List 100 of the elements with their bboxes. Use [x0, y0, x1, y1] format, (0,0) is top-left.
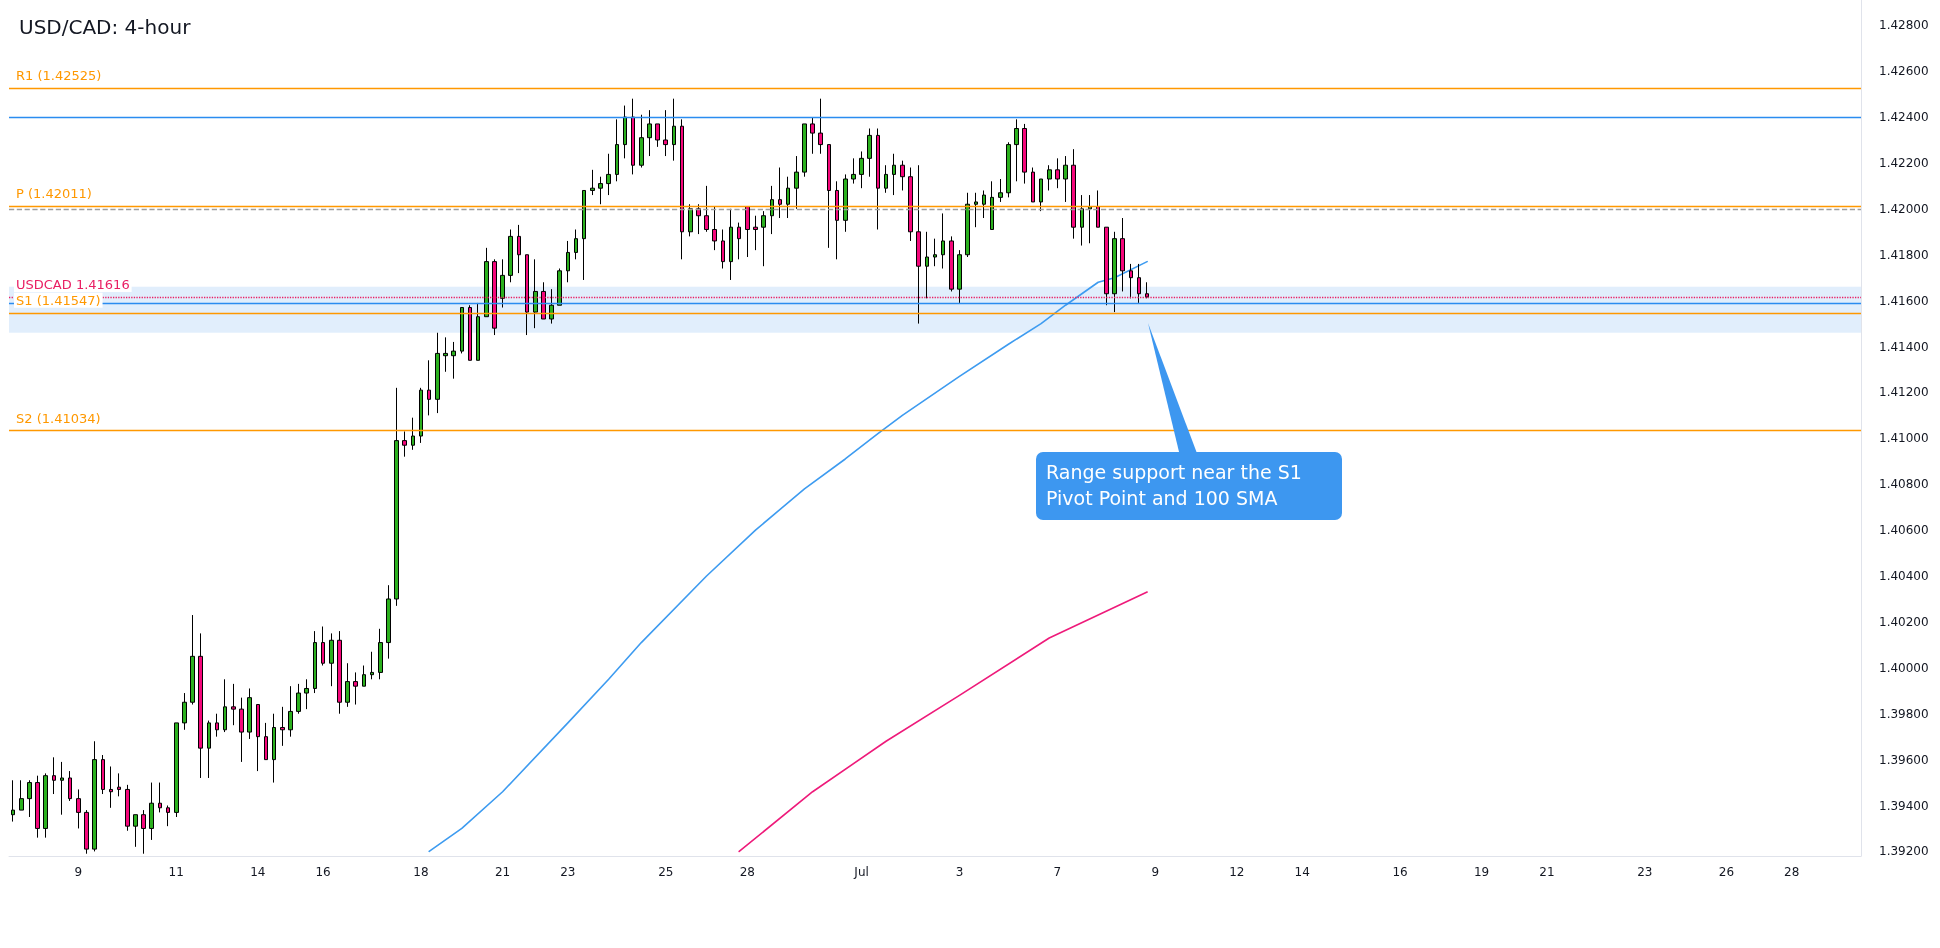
candlestick [1047, 164, 1052, 191]
candlestick [916, 164, 921, 325]
candlestick [753, 215, 758, 251]
candlestick [884, 164, 888, 194]
candlestick [998, 178, 1003, 203]
candlestick [606, 153, 611, 196]
candlestick [557, 268, 562, 306]
candlestick [582, 189, 586, 281]
candlestick [198, 632, 203, 779]
candlestick [957, 249, 962, 304]
candlestick [166, 805, 170, 827]
candlestick [598, 176, 603, 205]
candlestick [737, 222, 741, 260]
candlestick [337, 630, 342, 715]
candlestick [1145, 281, 1149, 299]
y-tick-label: 1.42800 [1879, 18, 1929, 33]
candlestick [1071, 148, 1076, 240]
candlestick [533, 258, 538, 329]
candlestick [280, 706, 285, 747]
candlestick [256, 704, 260, 772]
candlestick [92, 740, 97, 852]
candlestick [541, 281, 546, 320]
candlestick [517, 224, 521, 274]
y-tick-label: 1.40200 [1879, 614, 1929, 629]
candlestick [174, 722, 179, 818]
candlestick [1039, 178, 1043, 212]
candlestick [35, 775, 40, 839]
candlestick [663, 109, 668, 157]
y-tick-label: 1.40000 [1879, 660, 1929, 675]
line-series [738, 591, 1148, 853]
candlestick [321, 626, 325, 667]
candlestick [304, 678, 309, 710]
x-tick-label: 11 [168, 865, 184, 879]
y-tick-label: 1.41000 [1879, 431, 1929, 446]
candlestick [1112, 231, 1117, 313]
y-tick-label: 1.42400 [1879, 110, 1929, 125]
x-tick-label: 16 [1392, 865, 1408, 879]
text: USD/CAD: 4-hour [19, 15, 192, 39]
candlestick [794, 155, 799, 210]
candlestick [345, 662, 350, 708]
candlestick [1014, 118, 1019, 182]
x-tick-label: 21 [1539, 865, 1555, 879]
candlestick [941, 212, 945, 269]
candlestick [207, 720, 211, 779]
x-tick-label: 12 [1229, 865, 1245, 879]
candlestick [158, 782, 162, 813]
x-tick-label: 19 [1473, 865, 1490, 879]
candlestick [247, 687, 252, 740]
candlestick [313, 630, 317, 694]
y-tick-label: 1.39800 [1879, 706, 1929, 721]
candlestick [574, 228, 578, 260]
candlestick [223, 678, 227, 733]
ref-line-label: USDCAD 1.41616 [16, 276, 130, 292]
candlestick [851, 157, 856, 185]
y-tick-label: 1.42200 [1879, 155, 1929, 170]
candlestick [712, 206, 717, 251]
candlestick [1063, 155, 1068, 203]
candlestick [468, 304, 472, 361]
y-tick-label: 1.41600 [1879, 293, 1929, 308]
candlestick [215, 713, 219, 738]
ref-line-label: R1 (1.42525) [16, 68, 102, 84]
candlestick [688, 203, 693, 237]
y-tick-label: 1.42600 [1879, 64, 1929, 79]
x-tick-label: 7 [1053, 865, 1062, 879]
x-tick-label: 3 [955, 865, 964, 879]
candlestick [329, 632, 334, 687]
x-tick-label: 26 [1718, 865, 1735, 879]
candlestick [827, 144, 831, 249]
candlestick [443, 336, 448, 373]
y-tick-label: 1.42000 [1879, 201, 1929, 216]
candlestick [492, 258, 497, 336]
candlestick [239, 697, 244, 763]
candlestick [745, 206, 750, 258]
candlestick [141, 809, 146, 855]
candlestick [1022, 123, 1027, 185]
x-tick-label: 23 [1637, 865, 1653, 879]
x-tick-label: 14 [250, 865, 266, 879]
candlestick [721, 228, 725, 269]
candlestick [133, 814, 138, 848]
candlestick [925, 231, 929, 299]
candlestick [778, 167, 782, 219]
candlestick [818, 98, 823, 155]
y-tick-label: 1.39200 [1879, 844, 1929, 859]
candlestick [182, 692, 187, 731]
candlestick [933, 238, 937, 267]
candlestick [908, 167, 913, 242]
candlestick [990, 180, 994, 230]
candlestick [109, 766, 113, 809]
candlestick [500, 258, 505, 309]
y-tick-label: 1.39600 [1879, 752, 1929, 767]
candlestick [1120, 217, 1125, 292]
candlestick [770, 185, 774, 235]
candlestick [117, 772, 121, 797]
candlestick [149, 782, 154, 841]
candlestick [1096, 189, 1100, 228]
candlestick [43, 772, 48, 839]
candlestick [84, 809, 89, 855]
candlestick [378, 628, 383, 680]
candlestick [615, 118, 619, 182]
candlestick [101, 754, 105, 795]
